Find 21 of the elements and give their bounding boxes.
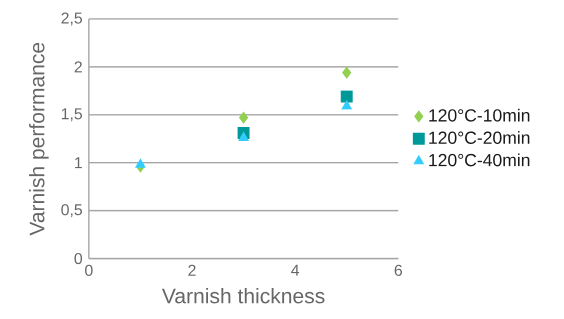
y-tick-label: 1,5 [62, 108, 82, 122]
y-tick-label: 0,5 [61, 204, 82, 217]
y-tick-label: 2,5 [62, 12, 82, 26]
y-tick-label: 2 [74, 61, 82, 72]
point [340, 90, 353, 102]
x-tick-label: 4 [291, 264, 300, 276]
x-tick-label: 0 [85, 264, 93, 276]
point [342, 66, 352, 78]
legend-label: 120°C-40min [429, 153, 530, 166]
x-tick-label: 2 [188, 264, 196, 276]
point [239, 111, 248, 124]
y-tick-label: 1 [75, 157, 82, 168]
x-tick-label: 6 [394, 264, 402, 276]
x-axis-title: Varnish thickness [162, 288, 324, 304]
y-axis-title: Varnish performance [29, 42, 49, 236]
legend-label: 120°C-10min [429, 108, 530, 122]
legend-label: 120°C-20min [429, 130, 530, 144]
y-tick-label: 0 [74, 252, 82, 264]
point [238, 132, 249, 141]
point [342, 100, 352, 110]
point [135, 158, 146, 168]
